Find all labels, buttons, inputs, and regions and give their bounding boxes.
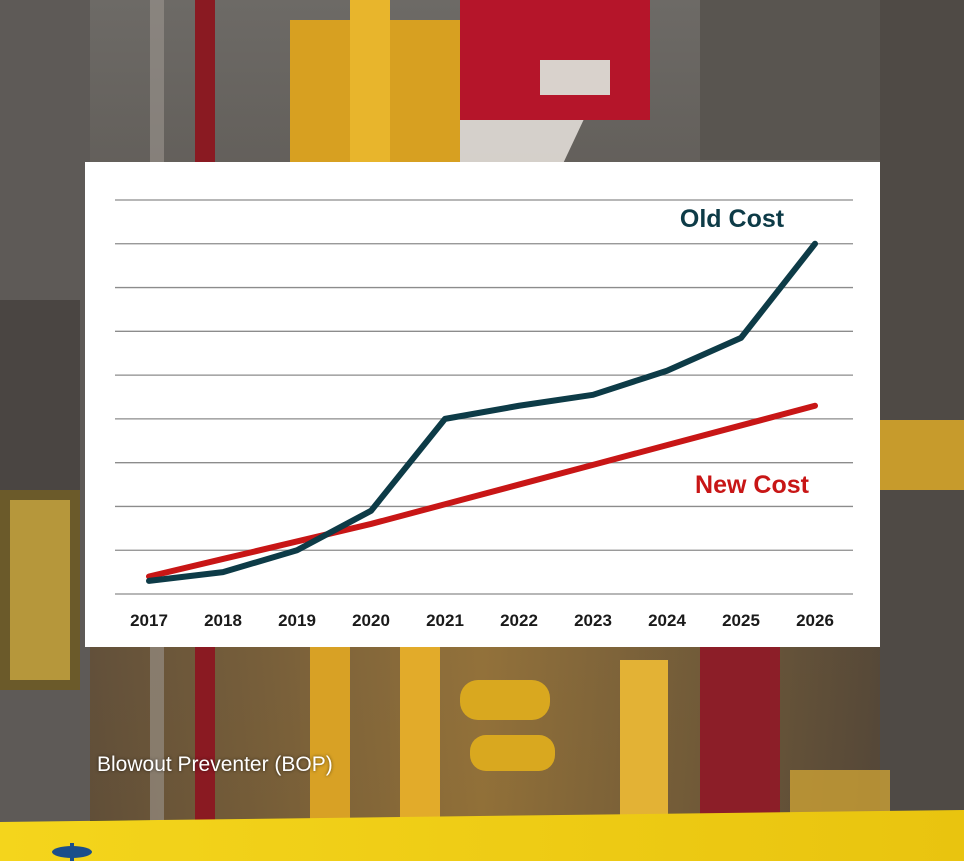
x-tick-label: 2022 (500, 611, 538, 630)
x-tick-label: 2023 (574, 611, 612, 630)
x-axis-tick-labels: 2017 2018 2019 2020 2021 2022 2023 2024 2025 2026 (130, 611, 834, 630)
x-tick-label: 2017 (130, 611, 168, 630)
x-tick-label: 2024 (648, 611, 686, 630)
chart-panel: 2017 2018 2019 2020 2021 2022 2023 2024 2025 2026… (85, 162, 880, 647)
series-label-old-cost: Old Cost (680, 205, 785, 233)
series-lines (146, 240, 818, 584)
series-label-new-cost: New Cost (695, 471, 810, 499)
company-logo (52, 843, 92, 861)
x-tick-label: 2019 (278, 611, 316, 630)
series-line-new-cost (146, 402, 818, 580)
x-tick-label: 2026 (796, 611, 834, 630)
x-tick-label: 2018 (204, 611, 242, 630)
gridlines (115, 199, 853, 595)
line-chart: 2017 2018 2019 2020 2021 2022 2023 2024 2025 2026… (115, 199, 853, 630)
x-tick-label: 2025 (722, 611, 760, 630)
series-line-old-cost (146, 240, 818, 584)
x-tick-label: 2021 (426, 611, 464, 630)
x-tick-label: 2020 (352, 611, 390, 630)
photo-caption: Blowout Preventer (BOP) (97, 753, 333, 776)
